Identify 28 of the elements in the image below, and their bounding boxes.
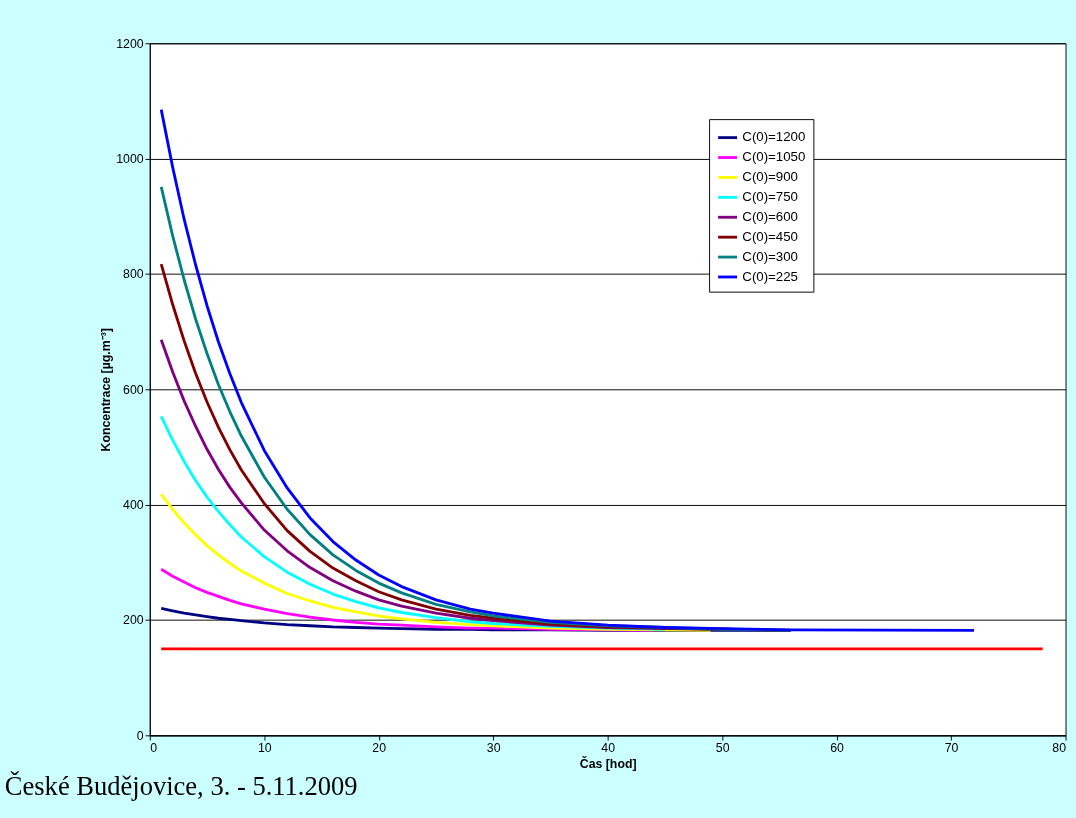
legend-label: C(0)=300 [742, 248, 798, 264]
x-tick-label: 50 [715, 740, 730, 755]
y-tick-label: 0 [136, 728, 144, 743]
legend-label: C(0)=1200 [742, 129, 806, 145]
x-tick-label: 10 [257, 740, 272, 755]
x-tick-label: 60 [830, 740, 845, 755]
y-axis-title: Koncentrace [µg.m⁻³] [98, 328, 113, 452]
legend-label: C(0)=900 [742, 169, 798, 185]
y-tick-label: 200 [123, 613, 144, 628]
legend-label: C(0)=450 [742, 228, 798, 244]
x-axis-title: Čas [hod] [579, 756, 637, 772]
text: České Budějovice, 3. - 5.11.2009 [4, 771, 358, 802]
y-tick-label: 600 [123, 382, 144, 397]
y-tick-label: 1200 [116, 36, 144, 51]
y-tick-label: 800 [123, 267, 144, 282]
y-tick-label: 1000 [116, 151, 144, 166]
x-tick-label: 70 [944, 740, 959, 755]
legend-label: C(0)=225 [742, 268, 798, 284]
y-tick-label: 400 [123, 497, 144, 512]
line-series [159, 108, 976, 632]
x-tick-label: 80 [1052, 740, 1067, 755]
x-tick-label: 0 [150, 740, 158, 755]
x-tick-label: 30 [486, 740, 501, 755]
x-tick-label: 40 [601, 740, 616, 755]
legend-label: C(0)=1050 [742, 149, 806, 165]
x-tick-label: 20 [372, 740, 387, 755]
legend-label: C(0)=600 [742, 209, 798, 225]
legend-label: C(0)=750 [742, 189, 798, 205]
